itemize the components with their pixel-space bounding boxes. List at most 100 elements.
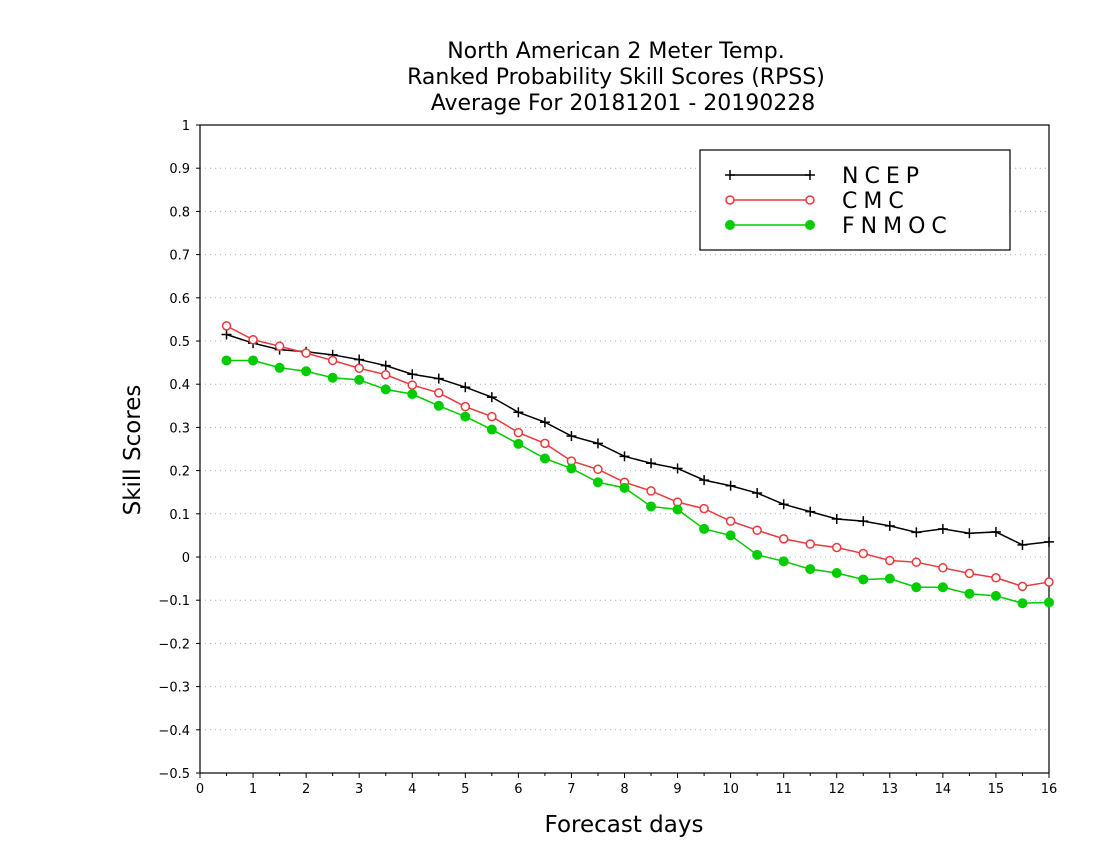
y-tick-label: 0.8: [169, 205, 190, 220]
x-tick-label: 0: [196, 782, 204, 797]
data-point-cmc: [938, 563, 948, 573]
data-point-fnmoc: [592, 477, 603, 488]
legend-marker-ncep: [725, 170, 735, 180]
chart-title: North American 2 Meter Temp. Ranked Prob…: [407, 39, 825, 116]
data-point-ncep: [990, 526, 1001, 537]
data-point-fnmoc: [539, 453, 550, 464]
data-point-ncep: [619, 451, 630, 462]
data-point-ncep: [964, 528, 975, 539]
x-tick-label: 3: [355, 782, 363, 797]
data-point-cmc: [699, 503, 709, 514]
data-point-fnmoc: [831, 567, 842, 578]
data-point-ncep: [1017, 539, 1028, 550]
data-point-cmc: [832, 542, 842, 553]
x-tick-label: 10: [722, 782, 739, 797]
data-point-cmc: [1017, 581, 1028, 592]
data-point-ncep: [539, 417, 550, 428]
data-point-cmc: [513, 427, 524, 438]
data-point-ncep: [460, 382, 471, 393]
x-tick-label: 14: [935, 782, 952, 797]
legend-marker-cmc: [805, 195, 815, 205]
data-point-fnmoc: [778, 556, 789, 567]
y-tick-label: 0.6: [169, 292, 190, 307]
data-point-ncep: [778, 499, 789, 510]
data-point-cmc: [911, 557, 922, 567]
y-tick-label: 0.4: [169, 378, 190, 393]
y-tick-label: −0.5: [158, 767, 190, 782]
data-point-fnmoc: [513, 438, 524, 449]
data-point-cmc: [487, 411, 497, 422]
data-point-ncep: [407, 369, 418, 380]
data-point-ncep: [646, 458, 657, 469]
data-point-fnmoc: [672, 504, 683, 515]
data-point-fnmoc: [884, 573, 895, 584]
data-point-fnmoc: [1017, 598, 1028, 609]
y-tick-label: −0.3: [158, 681, 190, 696]
data-point-cmc: [1044, 577, 1054, 587]
data-point-fnmoc: [248, 355, 259, 366]
data-point-cmc: [646, 486, 656, 496]
data-point-cmc: [991, 572, 1001, 583]
chart-title-line-2: Ranked Probability Skill Scores (RPSS): [407, 65, 825, 90]
x-tick-label: 12: [828, 782, 845, 797]
chart-title-line-1: North American 2 Meter Temp.: [447, 39, 785, 64]
data-point-cmc: [858, 548, 869, 559]
data-point-fnmoc: [327, 372, 338, 383]
data-point-fnmoc: [221, 355, 232, 366]
data-point-ncep: [805, 506, 816, 517]
data-point-fnmoc: [433, 400, 444, 411]
data-point-cmc: [725, 516, 736, 526]
legend-item-ncep: NCEP: [725, 164, 919, 189]
data-point-ncep: [221, 329, 232, 340]
data-point-cmc: [540, 438, 550, 449]
data-point-ncep: [937, 523, 948, 534]
legend-marker-fnmoc: [725, 220, 735, 230]
data-point-fnmoc: [274, 362, 285, 373]
data-point-ncep: [513, 407, 524, 418]
series-layer: [221, 321, 1054, 609]
data-point-cmc: [327, 355, 338, 366]
y-axis: −0.5 −0.4 −0.3 −0.2 −0.1 0 0.1 0.2 0.3 0.4 0.5 0.6 0…: [158, 119, 200, 782]
data-point-cmc: [752, 525, 762, 535]
data-point-ncep: [433, 373, 444, 384]
y-tick-label: 0.7: [169, 249, 190, 264]
x-tick-label: 1: [249, 782, 257, 797]
y-tick-label: 0.3: [169, 421, 190, 436]
data-point-fnmoc: [990, 590, 1001, 601]
data-point-cmc: [248, 334, 258, 345]
data-point-fnmoc: [354, 374, 365, 385]
y-tick-label: 0.1: [169, 508, 190, 523]
series-ncep: [221, 329, 1054, 550]
x-axis-label: Forecast days: [545, 812, 704, 838]
y-tick-label: −0.1: [158, 594, 190, 609]
series-line-cmc: [226, 325, 1050, 588]
data-point-fnmoc: [1044, 597, 1054, 608]
y-tick-label: 1: [182, 119, 190, 134]
data-point-fnmoc: [380, 384, 391, 395]
series-line-ncep: [226, 333, 1050, 546]
x-tick-label: 2: [302, 782, 310, 797]
y-tick-label: 0: [182, 551, 190, 566]
data-point-fnmoc: [805, 564, 816, 575]
data-point-cmc: [380, 369, 391, 380]
data-point-cmc: [434, 388, 444, 398]
data-point-fnmoc: [619, 482, 630, 493]
y-axis-label: Skill Scores: [120, 385, 146, 516]
data-point-cmc: [274, 341, 285, 351]
data-point-fnmoc: [858, 574, 869, 585]
data-point-cmc: [593, 464, 603, 475]
x-tick-label: 8: [620, 782, 628, 797]
data-point-fnmoc: [486, 424, 497, 435]
data-point-fnmoc: [699, 523, 710, 534]
data-point-cmc: [885, 555, 895, 566]
chart-title-line-3: Average For 20181201 - 20190228: [431, 91, 816, 116]
data-point-ncep: [725, 480, 736, 491]
series-line-fnmoc: [226, 359, 1050, 604]
legend-label-cmc: CMC: [842, 189, 910, 214]
data-point-fnmoc: [566, 463, 577, 474]
x-tick-label: 9: [673, 782, 681, 797]
data-point-ncep: [566, 431, 577, 442]
data-point-ncep: [831, 513, 842, 524]
